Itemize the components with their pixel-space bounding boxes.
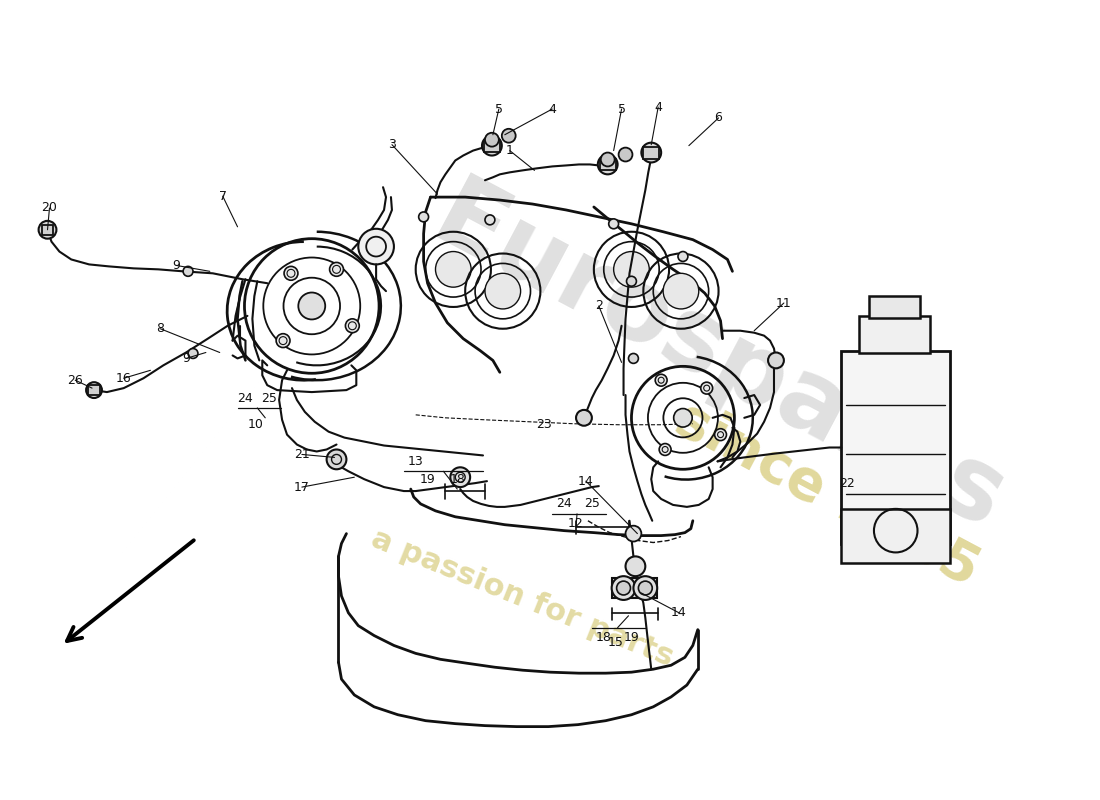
Circle shape bbox=[183, 266, 192, 276]
Circle shape bbox=[663, 274, 698, 309]
Text: 14: 14 bbox=[671, 606, 686, 619]
Text: 17: 17 bbox=[294, 481, 310, 494]
Circle shape bbox=[188, 349, 198, 358]
Text: 9: 9 bbox=[183, 352, 190, 365]
Circle shape bbox=[678, 251, 688, 262]
Circle shape bbox=[641, 142, 661, 162]
Bar bbox=[644, 146, 659, 158]
Circle shape bbox=[345, 319, 360, 333]
Circle shape bbox=[626, 556, 646, 576]
Circle shape bbox=[673, 409, 692, 427]
Text: 4: 4 bbox=[548, 102, 557, 115]
Bar bbox=[600, 158, 616, 170]
Circle shape bbox=[617, 581, 630, 595]
Circle shape bbox=[612, 576, 636, 600]
Circle shape bbox=[628, 354, 638, 363]
Circle shape bbox=[634, 576, 657, 600]
Circle shape bbox=[298, 293, 326, 319]
Text: 9: 9 bbox=[173, 259, 180, 272]
Text: 5: 5 bbox=[617, 102, 626, 115]
Text: Eurospares: Eurospares bbox=[417, 169, 1021, 552]
Text: 11: 11 bbox=[776, 297, 792, 310]
Bar bbox=[842, 509, 950, 563]
Text: 3: 3 bbox=[388, 138, 396, 151]
Text: 18: 18 bbox=[449, 473, 465, 486]
Text: 7: 7 bbox=[219, 190, 227, 202]
Circle shape bbox=[359, 229, 394, 265]
Bar bbox=[612, 578, 657, 598]
Circle shape bbox=[276, 334, 290, 347]
Text: 23: 23 bbox=[537, 418, 552, 431]
Circle shape bbox=[638, 581, 652, 595]
Circle shape bbox=[482, 136, 502, 155]
Circle shape bbox=[626, 526, 641, 542]
Circle shape bbox=[485, 215, 495, 225]
Circle shape bbox=[330, 262, 343, 276]
Text: 21: 21 bbox=[294, 448, 310, 461]
Text: 24: 24 bbox=[557, 498, 572, 510]
Text: 19: 19 bbox=[624, 631, 639, 644]
Text: 19: 19 bbox=[420, 473, 436, 486]
Text: 1: 1 bbox=[506, 144, 514, 157]
Circle shape bbox=[39, 221, 56, 238]
Bar bbox=[484, 140, 499, 151]
Text: 2: 2 bbox=[595, 299, 603, 313]
Bar bbox=[869, 296, 921, 318]
Circle shape bbox=[608, 219, 618, 229]
Circle shape bbox=[419, 212, 429, 222]
Text: 4: 4 bbox=[654, 101, 662, 114]
Text: 10: 10 bbox=[248, 418, 263, 431]
Circle shape bbox=[715, 429, 726, 441]
Circle shape bbox=[601, 153, 615, 166]
Circle shape bbox=[86, 382, 102, 398]
Text: 14: 14 bbox=[579, 474, 594, 488]
Text: 24: 24 bbox=[238, 391, 253, 405]
Text: 25: 25 bbox=[262, 391, 277, 405]
Text: 18: 18 bbox=[596, 631, 612, 644]
Circle shape bbox=[627, 276, 637, 286]
Text: 16: 16 bbox=[116, 372, 132, 385]
Bar bbox=[842, 350, 950, 543]
Text: a passion for parts: a passion for parts bbox=[367, 524, 678, 672]
Circle shape bbox=[450, 467, 470, 487]
Circle shape bbox=[485, 274, 520, 309]
Bar bbox=[42, 225, 54, 234]
Circle shape bbox=[327, 450, 346, 470]
Circle shape bbox=[485, 133, 498, 146]
Text: 6: 6 bbox=[715, 111, 723, 125]
Text: 8: 8 bbox=[156, 322, 164, 335]
Text: 22: 22 bbox=[839, 477, 855, 490]
Text: 12: 12 bbox=[569, 518, 584, 530]
Circle shape bbox=[436, 251, 471, 287]
Circle shape bbox=[701, 382, 713, 394]
Circle shape bbox=[502, 129, 516, 142]
Text: 13: 13 bbox=[408, 455, 424, 468]
Circle shape bbox=[597, 154, 617, 174]
Text: 20: 20 bbox=[42, 202, 57, 214]
Circle shape bbox=[284, 266, 298, 280]
Circle shape bbox=[768, 353, 784, 368]
Text: since 1985: since 1985 bbox=[667, 392, 989, 598]
Bar bbox=[859, 316, 931, 354]
Circle shape bbox=[576, 410, 592, 426]
Circle shape bbox=[656, 374, 667, 386]
Text: 26: 26 bbox=[67, 374, 84, 386]
Text: 15: 15 bbox=[607, 636, 624, 649]
Bar bbox=[88, 385, 100, 395]
Text: 25: 25 bbox=[584, 498, 600, 510]
Circle shape bbox=[659, 443, 671, 455]
Text: 5: 5 bbox=[495, 102, 503, 115]
Circle shape bbox=[618, 148, 632, 162]
Circle shape bbox=[614, 251, 649, 287]
